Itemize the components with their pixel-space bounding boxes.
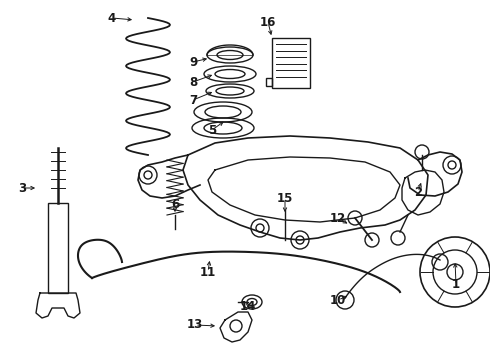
Bar xyxy=(272,38,310,88)
Text: 13: 13 xyxy=(187,319,203,332)
Bar xyxy=(48,203,68,293)
Text: 8: 8 xyxy=(189,76,197,89)
Text: 4: 4 xyxy=(108,12,116,24)
Text: 11: 11 xyxy=(200,266,216,279)
Text: 9: 9 xyxy=(189,55,197,68)
Text: 14: 14 xyxy=(240,300,256,312)
Text: 2: 2 xyxy=(414,185,422,198)
Text: 7: 7 xyxy=(189,94,197,107)
Bar xyxy=(266,78,272,86)
Text: 15: 15 xyxy=(277,192,293,204)
Text: 10: 10 xyxy=(330,293,346,306)
Text: 1: 1 xyxy=(452,279,460,292)
Text: 12: 12 xyxy=(330,211,346,225)
Text: 5: 5 xyxy=(208,123,216,136)
Text: 6: 6 xyxy=(171,198,179,211)
Text: 3: 3 xyxy=(18,181,26,194)
Text: 16: 16 xyxy=(260,15,276,28)
